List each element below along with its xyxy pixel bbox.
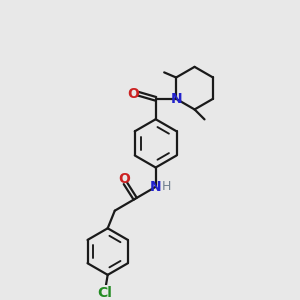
Text: N: N bbox=[170, 92, 182, 106]
Text: N: N bbox=[150, 180, 161, 194]
Text: H: H bbox=[162, 180, 171, 193]
Text: Cl: Cl bbox=[98, 286, 112, 300]
Text: O: O bbox=[118, 172, 130, 186]
Text: O: O bbox=[127, 87, 139, 101]
